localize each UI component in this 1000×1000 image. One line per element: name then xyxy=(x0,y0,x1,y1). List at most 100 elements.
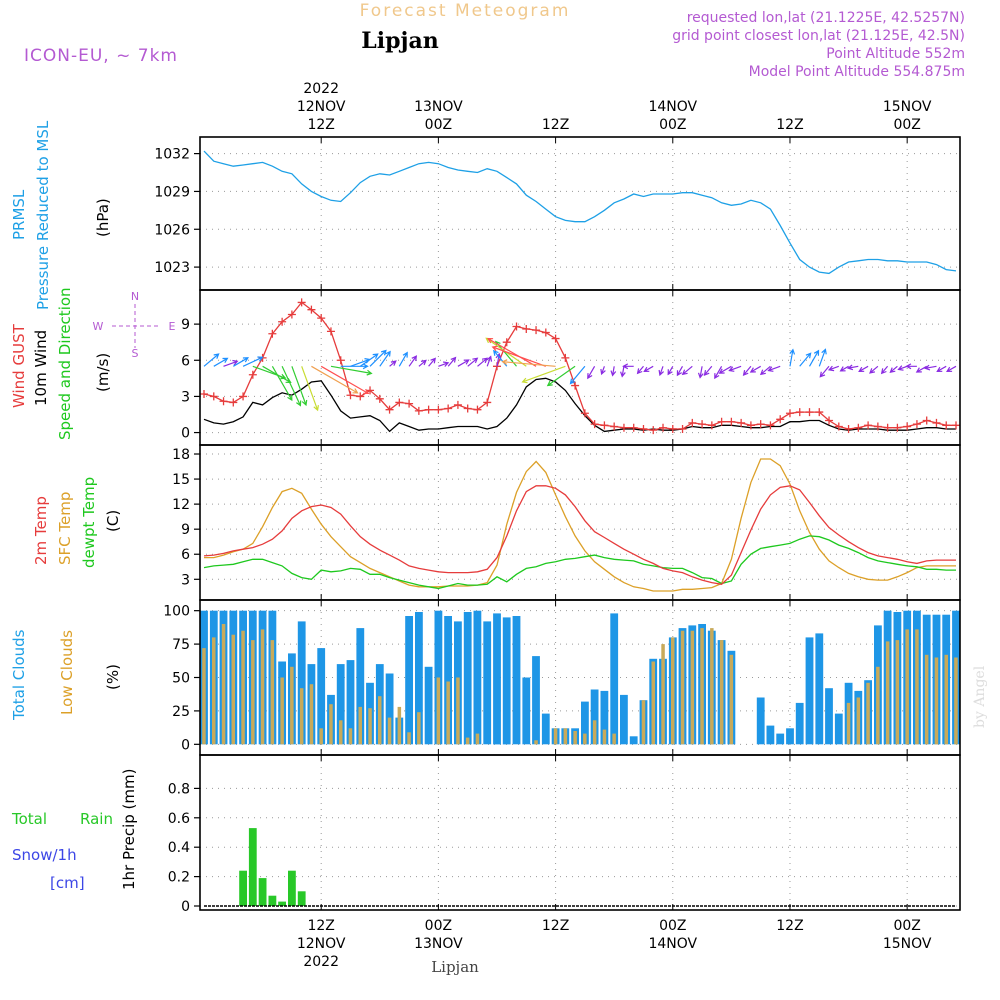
low-cloud-bar xyxy=(700,628,704,745)
wind-arrow xyxy=(457,359,470,367)
low-cloud-bar xyxy=(612,733,616,745)
low-cloud-bar xyxy=(534,740,538,745)
gust-point xyxy=(463,404,472,413)
wind-arrow xyxy=(658,366,664,377)
wind-arrow xyxy=(880,365,889,375)
gust-point xyxy=(405,399,414,408)
wind-arrow xyxy=(491,345,547,367)
wind-arrow xyxy=(697,366,704,379)
wind-arrow xyxy=(749,365,761,373)
total-cloud-bar xyxy=(346,660,355,745)
gust-point xyxy=(639,424,648,433)
gust-point xyxy=(580,409,589,418)
wind-arrow xyxy=(569,365,586,385)
gust-point xyxy=(834,422,843,431)
gust-point xyxy=(297,298,306,307)
gust-point xyxy=(825,416,834,425)
wind-arrow xyxy=(846,364,859,371)
gust-point xyxy=(532,326,541,335)
total-cloud-bar xyxy=(424,666,433,745)
wind-arrow xyxy=(546,365,576,387)
wind-arrow xyxy=(789,348,796,367)
low-clouds-label: Low Clouds xyxy=(58,630,76,715)
wind-arrow xyxy=(447,356,457,367)
total-cloud-bar xyxy=(815,633,824,745)
low-cloud-bar xyxy=(270,640,275,745)
gust-point xyxy=(668,424,677,433)
gust-point xyxy=(268,329,277,338)
precip-panel-frame xyxy=(199,754,961,911)
low-cloud-bar xyxy=(671,637,675,745)
y-tick-label: 3 xyxy=(181,572,190,588)
gust-point xyxy=(200,390,208,399)
pressure-reduced-label: Pressure Reduced to MSL xyxy=(34,120,52,310)
low-cloud-bar xyxy=(846,702,851,745)
y-tick-label: 9 xyxy=(181,522,190,538)
wind-arrow xyxy=(232,357,249,367)
wind-arrow xyxy=(398,351,408,367)
wind-arrow xyxy=(587,366,596,380)
gust-point xyxy=(571,381,580,390)
wind-arrow xyxy=(767,365,781,372)
wind-arrow xyxy=(340,363,369,370)
total-cloud-bar xyxy=(610,613,619,745)
gust-point xyxy=(912,420,921,429)
gust-point xyxy=(698,420,707,429)
gust-point xyxy=(326,327,335,336)
compass-west: W xyxy=(93,320,104,333)
time-label-bottom: 12NOV xyxy=(297,936,346,952)
rain-bar xyxy=(258,878,267,906)
compass-rose: N S W E xyxy=(93,290,176,360)
y-tick-label: 50 xyxy=(172,671,190,687)
wind-arrow xyxy=(869,365,879,374)
low-cloud-bar xyxy=(280,677,284,745)
gust-point xyxy=(844,424,853,433)
time-label-bottom: 00Z xyxy=(893,918,920,934)
y-tick-label: 15 xyxy=(172,472,190,488)
total-cloud-bar xyxy=(776,733,785,745)
temp-unit: (C) xyxy=(104,510,122,532)
wind-arrow xyxy=(600,366,606,376)
wind-labels: Wind GUST 10m Wind Speed and Direction (… xyxy=(10,287,176,440)
time-label-top: 12Z xyxy=(776,117,803,133)
low-cloud-bar xyxy=(358,706,362,745)
total-cloud-bar xyxy=(541,713,550,745)
low-cloud-bar xyxy=(915,629,919,745)
total-cloud-bar xyxy=(756,697,765,745)
low-cloud-bar xyxy=(251,640,255,745)
wind-arrow xyxy=(905,363,917,370)
wind-arrow xyxy=(359,353,379,367)
wind-arrow xyxy=(408,355,418,367)
time-label-bottom: 2022 xyxy=(303,954,339,970)
time-label-bottom: 13NOV xyxy=(414,936,463,952)
low-cloud-bar xyxy=(583,733,587,745)
model-label: ICON-EU, ~ 7km xyxy=(24,46,178,66)
gust-point xyxy=(551,334,560,343)
time-label-top: 12Z xyxy=(542,117,569,133)
wind-arrow xyxy=(213,357,229,367)
footer-location: Lipjan xyxy=(431,958,479,976)
low-cloud-bar xyxy=(856,697,861,745)
gust-point xyxy=(815,408,824,417)
y-tick-label: 0 xyxy=(181,737,190,753)
low-cloud-bar xyxy=(241,630,245,745)
wind-arrow xyxy=(622,363,634,370)
gust-point xyxy=(473,405,482,414)
total-cloud-bar xyxy=(415,612,423,745)
wind-arrow xyxy=(271,366,293,402)
temp-2m-line xyxy=(203,485,956,585)
total-cloud-bar xyxy=(620,694,628,745)
low-cloud-bar xyxy=(885,641,890,745)
low-cloud-bar xyxy=(465,737,470,745)
y-tick-label: 75 xyxy=(172,637,190,653)
wind-arrow xyxy=(742,365,752,376)
compass-south: S xyxy=(132,347,139,360)
low-cloud-bar xyxy=(729,654,734,745)
wind-arrow xyxy=(467,357,479,367)
gust-point xyxy=(522,324,531,333)
y-tick-label: 1026 xyxy=(154,222,190,238)
gust-point xyxy=(864,421,873,430)
low-cloud-bar xyxy=(866,682,870,745)
gust-point xyxy=(805,408,814,417)
gust-point xyxy=(541,328,550,337)
